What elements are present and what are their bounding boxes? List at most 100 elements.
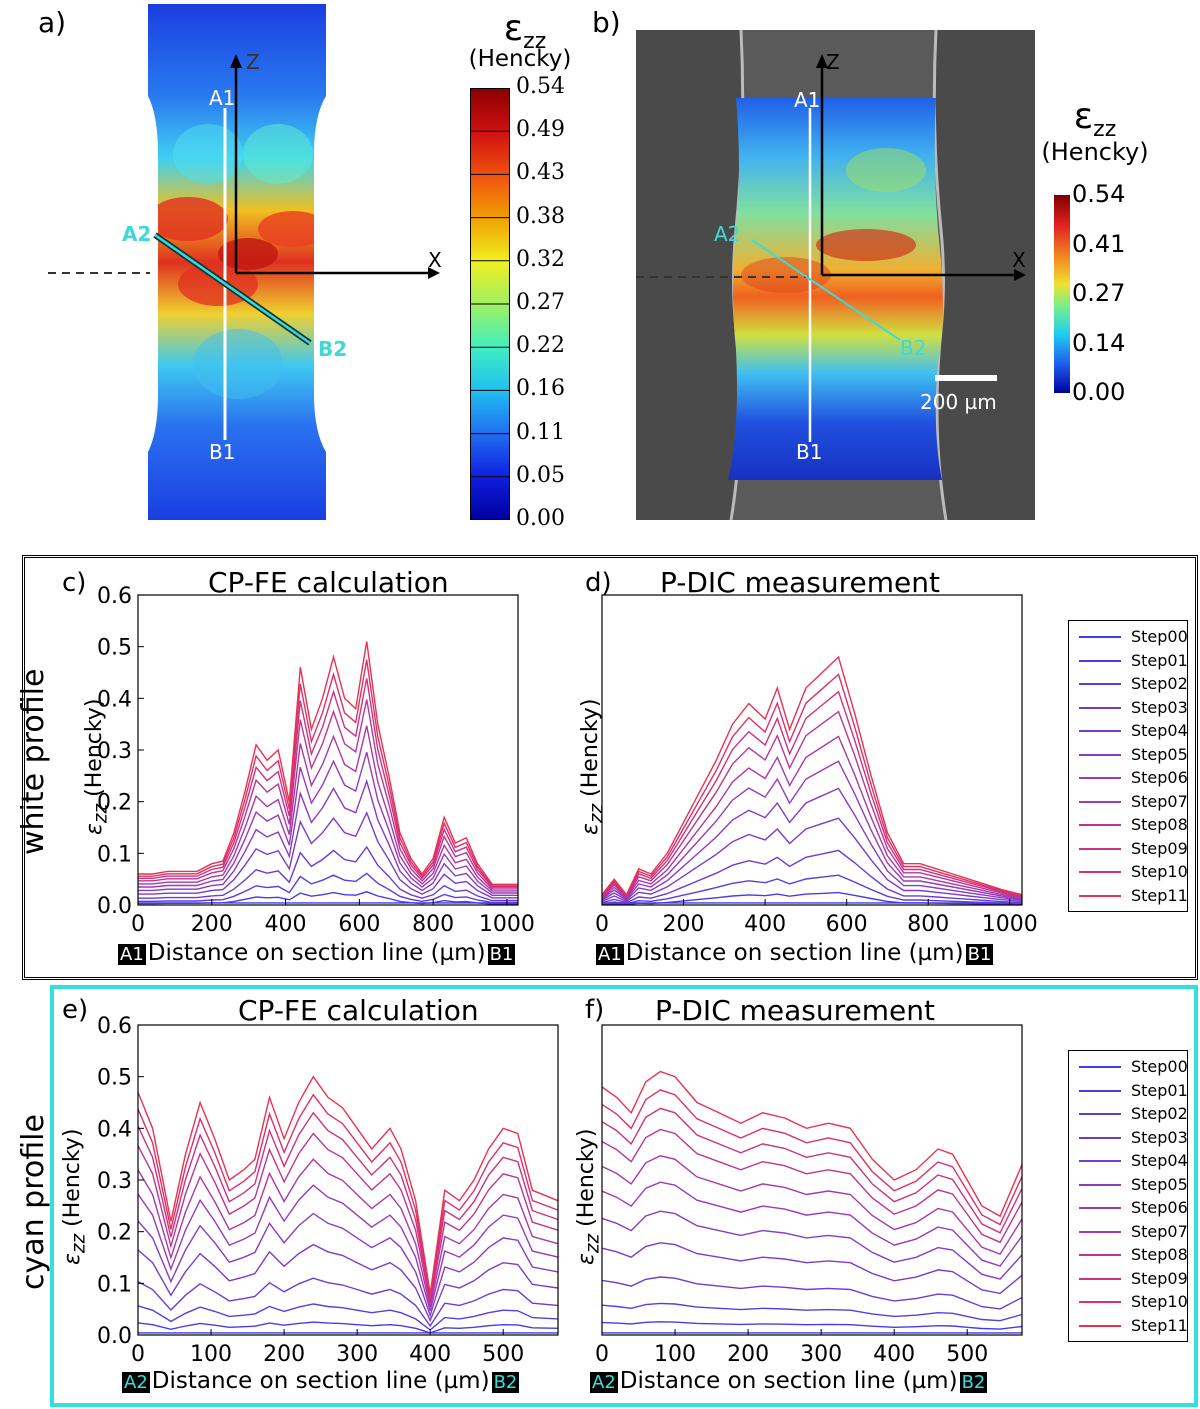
plot-f-xlabel: A2 Distance on section line (µm) B2 bbox=[590, 1368, 988, 1394]
series-step09 bbox=[137, 1111, 559, 1300]
panel-a-colorbar-tick: 0.49 bbox=[516, 117, 565, 143]
panel-b-axis-z: Z bbox=[826, 50, 840, 74]
plot-c-xlabel: A1 Distance on section line (µm) B1 bbox=[118, 940, 516, 966]
legend-item: Step03 bbox=[1069, 696, 1188, 719]
legend-label: Step04 bbox=[1131, 1151, 1188, 1170]
panel-b-label-a2: A2 bbox=[714, 222, 741, 246]
legend-swatch bbox=[1079, 1066, 1121, 1068]
plot-f-title: P-DIC measurement bbox=[655, 994, 935, 1027]
series-step07 bbox=[138, 725, 518, 892]
panel-a-label-a2: A2 bbox=[122, 222, 152, 246]
panel-a-label-a1: A1 bbox=[209, 86, 236, 110]
series-step05 bbox=[601, 787, 1023, 901]
series-step11 bbox=[137, 1075, 559, 1294]
panel-b-colorbar-symbol: εzz bbox=[1073, 96, 1117, 143]
legend-item: Step07 bbox=[1069, 1220, 1188, 1243]
plot-c: 0 200 400 600 800 1000 0.0 0.1 0.2 0.3 0.4 0.5 0.6 bbox=[97, 584, 535, 937]
legend-item: Step11 bbox=[1069, 1314, 1188, 1337]
panel-a-axis-z: Z bbox=[246, 50, 260, 74]
legend-item: Step10 bbox=[1069, 1290, 1188, 1313]
series-step05 bbox=[137, 1212, 559, 1318]
panel-a-letter: a) bbox=[38, 6, 67, 39]
series-step06 bbox=[137, 1184, 559, 1312]
series-step06 bbox=[601, 760, 1023, 900]
x-tick-label: 0 bbox=[595, 912, 609, 937]
plot-f-ylabel: εzz (Hencky) bbox=[574, 1128, 604, 1265]
panel-a-colorbar-symbol: εzz bbox=[503, 8, 547, 55]
panel-b-label-a1: A1 bbox=[794, 88, 821, 112]
legend-swatch bbox=[1079, 1301, 1121, 1303]
series-step01 bbox=[137, 1321, 559, 1334]
x-tick-label: 100 bbox=[190, 1342, 232, 1367]
y-tick-label: 0.2 bbox=[97, 1221, 132, 1246]
y-tick-label: 0.6 bbox=[97, 1014, 132, 1039]
legend-item: Step04 bbox=[1069, 719, 1188, 742]
series-step02 bbox=[601, 1302, 1023, 1322]
panel-a-colorbar-unit: (Hencky) bbox=[468, 46, 572, 72]
plot-e-ylabel: εzz (Hencky) bbox=[60, 1128, 90, 1265]
series-step11 bbox=[601, 655, 1023, 897]
legend-swatch bbox=[1079, 1207, 1121, 1209]
legend-swatch bbox=[1079, 800, 1121, 803]
series-step10 bbox=[137, 1093, 559, 1297]
legend-label: Step08 bbox=[1131, 1245, 1188, 1264]
legend-label: Step02 bbox=[1131, 674, 1188, 693]
legend-swatch bbox=[1079, 1136, 1121, 1139]
cyan-profile-frame bbox=[50, 985, 1198, 1407]
series-step11 bbox=[138, 641, 518, 885]
series-step03 bbox=[601, 1276, 1023, 1310]
series-step04 bbox=[601, 1242, 1023, 1295]
panel-a-colorbar-tick: 0.00 bbox=[516, 506, 565, 531]
plot-frame bbox=[601, 594, 1023, 906]
x-tick-label: 400 bbox=[744, 912, 786, 937]
series-step04 bbox=[138, 811, 518, 899]
y-tick-label: 0.6 bbox=[97, 584, 132, 609]
series-step08 bbox=[137, 1132, 559, 1303]
panel-b-colorbar-tick: 0.41 bbox=[1072, 229, 1126, 258]
x-tick-label: 500 bbox=[482, 1342, 524, 1367]
legend-item: Step00 bbox=[1069, 625, 1188, 648]
x-tick-label: 0 bbox=[131, 912, 145, 937]
x-tick-label: 200 bbox=[727, 1342, 769, 1367]
legend-label: Step09 bbox=[1131, 1268, 1188, 1288]
y-tick-label: 0.3 bbox=[97, 1169, 132, 1194]
series-step11 bbox=[601, 1070, 1023, 1218]
y-tick-label: 0.5 bbox=[97, 1066, 132, 1091]
y-tick-label: 0.0 bbox=[97, 894, 132, 919]
x-tick-label: 0 bbox=[131, 1342, 145, 1367]
legend-item: Step02 bbox=[1069, 1102, 1188, 1125]
legend-swatch bbox=[1079, 1089, 1121, 1092]
x-tick-label: 300 bbox=[336, 1342, 378, 1367]
x-tick-label: 1000 bbox=[479, 912, 535, 937]
panel-b-colorbar-unit: (Hencky) bbox=[1041, 138, 1149, 166]
panel-b-colorbar bbox=[1054, 195, 1070, 393]
legend-label: Step11 bbox=[1131, 885, 1188, 905]
legend-item: Step11 bbox=[1069, 884, 1188, 907]
legend-swatch bbox=[1079, 1277, 1121, 1280]
series-step10 bbox=[138, 659, 518, 887]
series-step09 bbox=[138, 678, 518, 888]
y-tick-label: 0.3 bbox=[97, 739, 132, 764]
panel-b-label-b1: B1 bbox=[796, 440, 823, 464]
panel-a-colorbar-tick: 0.43 bbox=[516, 160, 565, 186]
x-tick-label: 300 bbox=[800, 1342, 842, 1367]
white-profile-frame bbox=[22, 555, 1198, 980]
series-step05 bbox=[138, 778, 518, 896]
legend-swatch bbox=[1079, 753, 1121, 756]
x-tick-label: 400 bbox=[265, 912, 307, 937]
panel-a-colorbar-tick: 0.22 bbox=[516, 333, 565, 359]
series-step01 bbox=[601, 891, 1023, 906]
series-step04 bbox=[601, 817, 1023, 903]
legend-label: Step04 bbox=[1131, 721, 1188, 740]
x-tick-label: 800 bbox=[412, 912, 454, 937]
y-tick-label: 0.0 bbox=[97, 1324, 132, 1349]
legend-label: Step02 bbox=[1131, 1104, 1188, 1123]
legend-item: Step08 bbox=[1069, 813, 1188, 836]
x-tick-label: 200 bbox=[263, 1342, 305, 1367]
panel-b-axis-x: X bbox=[1012, 248, 1026, 272]
legend-label: Step07 bbox=[1131, 791, 1188, 811]
panel-b-colorbar-tick: 0.00 bbox=[1072, 378, 1126, 406]
legend-label: Step11 bbox=[1131, 1315, 1188, 1335]
panel-b-scalebar-label: 200 µm bbox=[920, 390, 997, 414]
legend-swatch bbox=[1079, 1254, 1121, 1256]
